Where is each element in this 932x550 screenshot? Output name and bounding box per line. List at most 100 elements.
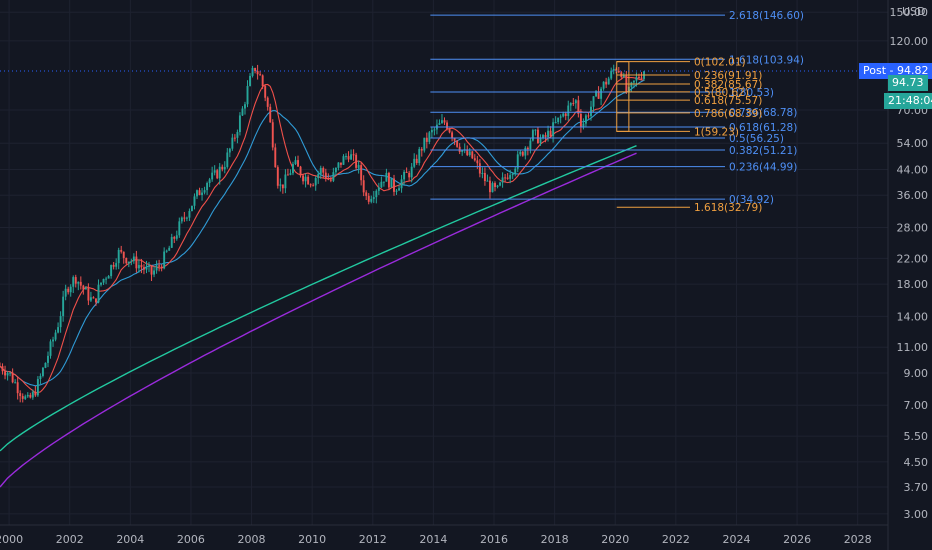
candle-body (559, 116, 562, 118)
candle-body (355, 154, 358, 168)
candle-body (536, 129, 539, 144)
candle-body (420, 149, 423, 151)
candle-body (380, 181, 383, 188)
x-tick-label: 2016 (480, 533, 508, 546)
candle-body (24, 396, 27, 399)
candle-body (478, 163, 481, 174)
candle-body (622, 75, 625, 78)
candle-body (423, 137, 426, 151)
fib-level-blue-label: 0(34.92) (729, 194, 774, 206)
y-tick-label: 3.00 (904, 508, 929, 521)
candle-body (127, 261, 130, 264)
candle-body (327, 178, 330, 180)
candle-body (62, 296, 65, 317)
candle-body (443, 120, 446, 123)
candle-body (0, 366, 1, 368)
candle-body (456, 140, 459, 147)
fib-level-orange-label: 0.236(91.91) (694, 70, 762, 82)
candle-body (572, 103, 575, 105)
candle-body (534, 129, 537, 131)
candle-body (549, 130, 552, 137)
candle-body (375, 190, 378, 198)
x-tick-label: 2008 (238, 533, 266, 546)
x-tick-label: 2010 (298, 533, 326, 546)
candle-body (39, 375, 42, 380)
candle-body (11, 372, 14, 383)
candle-body (428, 132, 431, 142)
candle-body (405, 171, 408, 173)
candle-body (385, 172, 388, 182)
candle-body (307, 176, 310, 185)
candle-body (190, 205, 193, 212)
candle-body (92, 297, 95, 299)
candle-body (610, 70, 613, 79)
candle-body (582, 123, 585, 127)
y-tick-label: 36.00 (897, 189, 929, 202)
candle-body (382, 181, 385, 183)
candle-body (415, 158, 418, 164)
candle-body (185, 217, 188, 219)
candle-body (223, 166, 226, 170)
fib-level-orange-label: 1(59.23) (694, 126, 739, 138)
candle-body (501, 177, 504, 183)
candle-body (158, 265, 161, 267)
candle-body (564, 113, 567, 116)
candle-body (153, 270, 156, 275)
candle-body (233, 137, 236, 139)
candle-body (203, 190, 206, 193)
candle-body (173, 237, 176, 239)
candle-body (322, 167, 325, 173)
candle-body (638, 76, 640, 78)
fib-range-box (616, 61, 630, 132)
candle-body (319, 167, 322, 175)
candle-body (52, 339, 55, 342)
post-separator: - (889, 64, 894, 78)
x-tick-label: 2006 (177, 533, 205, 546)
candle-body (339, 162, 342, 165)
candle-body (241, 108, 244, 116)
candle-body (574, 100, 577, 104)
candle-body (511, 173, 514, 176)
candle-body (6, 372, 9, 376)
candle-body (438, 123, 441, 125)
fib-level-orange-label: 0.618(75.57) (694, 95, 762, 107)
candle-body (72, 277, 75, 287)
candle-body (600, 88, 603, 99)
candle-body (605, 81, 608, 85)
y-tick-label: 44.00 (897, 163, 929, 176)
candle-body (539, 138, 542, 144)
candle-body (266, 97, 269, 107)
currency-label: USD (902, 5, 926, 18)
candle-body (365, 192, 368, 196)
candle-body (526, 147, 529, 150)
fib-level-blue-label: 0.786(68.78) (729, 107, 797, 119)
candle-body (148, 265, 150, 267)
candle-body (286, 174, 289, 176)
candle-body (592, 96, 595, 107)
candle-body (105, 278, 108, 280)
candle-body (395, 190, 398, 192)
candle-body (544, 134, 547, 138)
candle-body (193, 196, 196, 206)
y-tick-label: 11.00 (897, 341, 929, 354)
moving-average-slow (0, 145, 637, 452)
candle-body (466, 149, 469, 156)
candle-body (481, 172, 484, 174)
candle-body (486, 180, 489, 182)
candle-body (125, 257, 128, 264)
x-tick-label: 2014 (419, 533, 447, 546)
candle-body (59, 316, 62, 328)
candle-body (79, 281, 82, 286)
candle-body (31, 391, 34, 398)
candle-body (491, 183, 494, 193)
candle-body (524, 147, 527, 156)
candle-body (208, 179, 211, 184)
candle-body (425, 137, 428, 142)
candle-body (297, 160, 299, 167)
candle-body (562, 113, 565, 117)
candle-body (206, 183, 209, 191)
x-tick-label: 2012 (359, 533, 387, 546)
candle-body (254, 68, 257, 72)
